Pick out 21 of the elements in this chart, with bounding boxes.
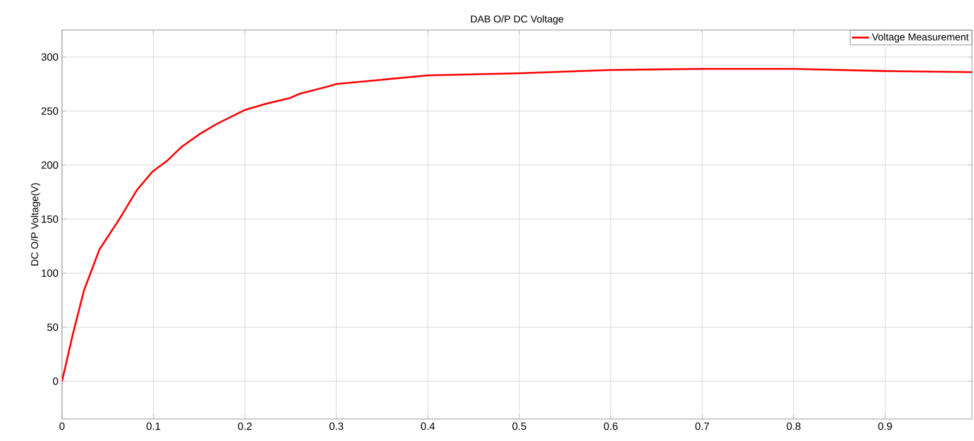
- x-tick-label: 0.3: [330, 422, 344, 430]
- y-tick-label: 300: [41, 53, 58, 61]
- x-tick-label: 0: [59, 422, 64, 430]
- x-tick-label: 0.5: [512, 422, 526, 430]
- y-tick-label: 200: [42, 161, 58, 169]
- y-tick-label: 0: [53, 377, 58, 385]
- x-tick-label: 0.1: [146, 422, 160, 430]
- x-tick-label: 0.9: [878, 422, 892, 430]
- x-tick-label: 0.2: [238, 422, 252, 430]
- x-tick-label: 0.7: [695, 422, 709, 430]
- line-series: [62, 68, 972, 382]
- y-tick-label: 150: [42, 215, 58, 223]
- x-tick-label: 0.6: [604, 422, 618, 430]
- y-tick-label: 250: [42, 107, 58, 115]
- x-tick-label: 0.8: [786, 422, 800, 430]
- x-tick-label: 0.4: [420, 422, 435, 430]
- y-tick-label: 50: [47, 323, 58, 331]
- y-axis-title: DC O/P Voltage(V): [30, 183, 40, 266]
- chart-title: DAB O/P DC Voltage: [471, 15, 564, 24]
- legend-label: Voltage Measurement: [872, 33, 969, 42]
- y-tick-label: 100: [42, 269, 58, 277]
